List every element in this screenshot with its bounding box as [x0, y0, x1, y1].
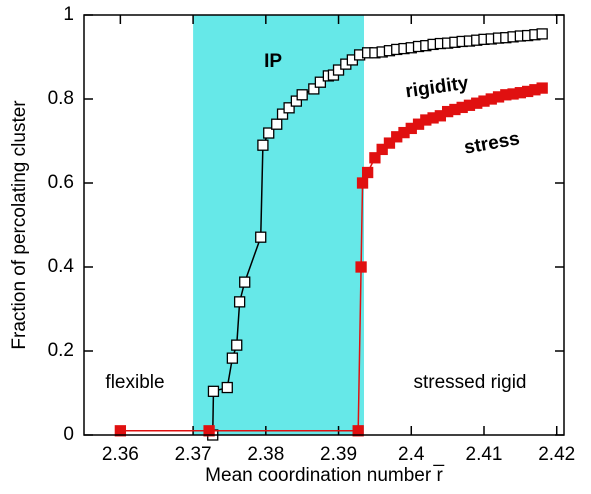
y-tick-label: 0.2 — [48, 340, 74, 361]
marker — [308, 83, 320, 95]
plot-frame — [83, 14, 565, 436]
marker — [361, 166, 374, 179]
marker — [255, 231, 267, 243]
y-tick-label: 1 — [63, 4, 74, 25]
region-label: IP — [264, 51, 282, 72]
marker — [376, 143, 388, 156]
marker — [290, 95, 303, 107]
y-tick-label: 0.4 — [48, 256, 75, 277]
marker — [283, 102, 295, 114]
marker — [536, 82, 548, 94]
marker — [383, 137, 396, 149]
y-tick-label: 0.6 — [48, 172, 74, 193]
x-tick-label: 2.41 — [466, 444, 503, 465]
y-tick-label: 0 — [63, 424, 74, 445]
x-tick-label: 2.36 — [102, 444, 139, 465]
series-label: stress — [463, 128, 522, 158]
marker — [536, 28, 548, 40]
marker — [356, 177, 369, 189]
marker — [296, 89, 308, 101]
marker — [207, 385, 220, 397]
marker — [355, 261, 367, 273]
x-tick-label: 2.4 — [398, 444, 425, 465]
annotation: stressed rigid — [414, 372, 527, 393]
x-tick-label: 2.37 — [175, 444, 212, 465]
plot-layer: IP 2.36 2.37 2.38 2.39 2.4 2.41 2.42 0 0.2 0.4 0.6 0… — [48, 4, 576, 465]
ip-region — [193, 15, 364, 435]
y-tick-label: 0.8 — [48, 88, 74, 109]
annotation: flexible — [105, 372, 164, 393]
marker — [226, 352, 239, 364]
marker — [203, 425, 215, 437]
x-tick-label: 2.39 — [320, 444, 357, 465]
marker — [314, 76, 327, 88]
y-axis-label: Fraction of percolating cluster — [9, 100, 30, 350]
marker — [369, 152, 381, 164]
marker — [233, 296, 246, 308]
series-label: rigidity — [404, 73, 470, 103]
marker — [276, 108, 289, 120]
marker — [239, 276, 251, 288]
marker — [271, 118, 283, 130]
marker — [332, 64, 345, 76]
marker — [352, 425, 364, 437]
marker — [257, 139, 269, 151]
marker — [231, 339, 243, 351]
x-tick-label: 2.38 — [247, 444, 284, 465]
x-tick-label: 2.42 — [538, 444, 575, 465]
marker — [263, 127, 275, 139]
marker — [114, 425, 127, 437]
marker — [221, 381, 233, 394]
x-axis-label: Mean coordination number r̅ — [205, 465, 445, 486]
